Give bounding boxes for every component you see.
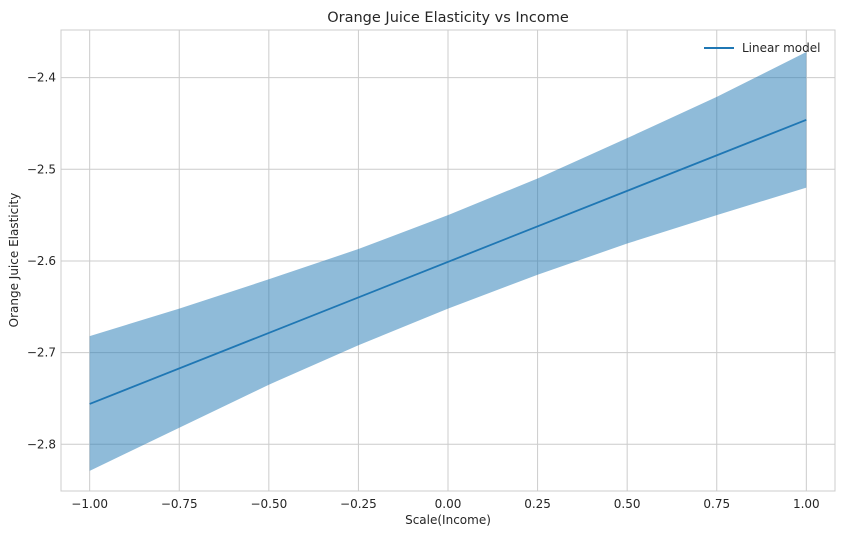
x-tick-label: 1.00 bbox=[793, 497, 820, 511]
x-tick-label: −1.00 bbox=[71, 497, 108, 511]
y-tick-label: −2.8 bbox=[27, 437, 56, 451]
x-axis-label: Scale(Income) bbox=[405, 513, 491, 527]
y-axis-label: Orange Juice Elasticity bbox=[7, 193, 21, 328]
chart-title: Orange Juice Elasticity vs Income bbox=[327, 10, 569, 26]
legend: Linear model bbox=[704, 41, 820, 55]
grid bbox=[61, 30, 835, 491]
x-tick-labels: −1.00 −0.75 −0.50 −0.25 0.00 0.25 0.50 0.75 1.00 bbox=[71, 497, 819, 511]
series-line-layer bbox=[89, 118, 807, 405]
series-line-linear-model bbox=[89, 118, 807, 405]
x-tick-label: 0.50 bbox=[614, 497, 641, 511]
legend-label-linear-model: Linear model bbox=[742, 41, 820, 55]
y-tick-label: −2.7 bbox=[27, 346, 56, 360]
x-tick-label: 0.75 bbox=[703, 497, 730, 511]
y-tick-label: −2.6 bbox=[27, 254, 56, 268]
x-tick-label: 0.25 bbox=[524, 497, 551, 511]
y-tick-label: −2.5 bbox=[27, 162, 56, 176]
x-tick-label: −0.75 bbox=[161, 497, 198, 511]
x-tick-label: 0.00 bbox=[435, 497, 462, 511]
y-tick-labels: −2.8 −2.7 −2.6 −2.5 −2.4 bbox=[27, 71, 56, 452]
x-tick-label: −0.50 bbox=[250, 497, 287, 511]
y-tick-label: −2.4 bbox=[27, 71, 56, 85]
x-tick-label: −0.25 bbox=[340, 497, 377, 511]
